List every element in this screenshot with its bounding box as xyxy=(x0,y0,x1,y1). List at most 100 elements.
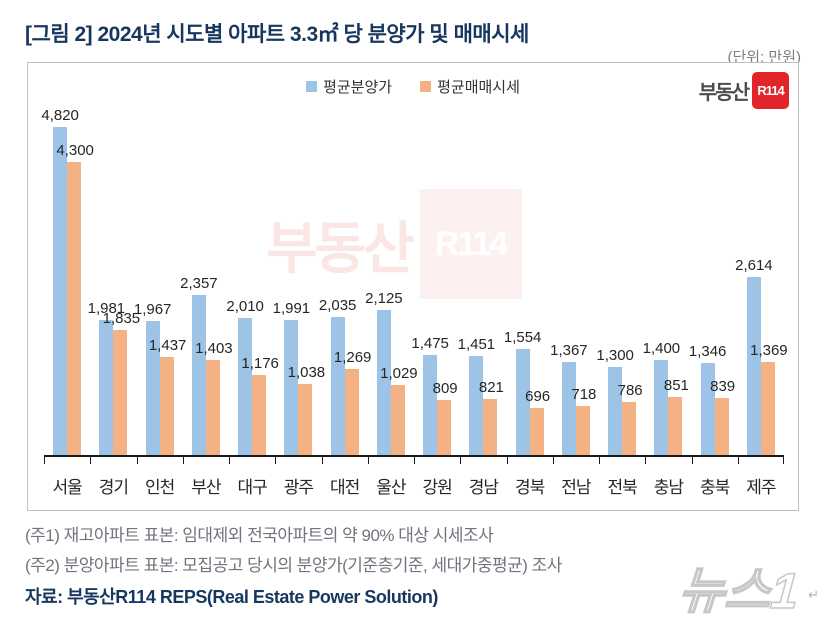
market-price-bar xyxy=(344,369,359,455)
market-price-bar xyxy=(575,406,590,455)
market-price-bar xyxy=(298,384,313,455)
axis-tick xyxy=(506,457,508,464)
category-label: 인천 xyxy=(144,478,175,497)
value-label: 809 xyxy=(432,380,458,397)
value-label: 1,403 xyxy=(195,340,233,357)
market-price-bar xyxy=(529,408,544,455)
axis-tick xyxy=(44,457,45,464)
value-label: 1,029 xyxy=(380,365,418,382)
legend-item-market: 평균매매시세 xyxy=(420,76,520,97)
category-label: 제주 xyxy=(746,478,776,497)
value-label: 718 xyxy=(571,386,597,403)
plot-area: 4,820 4,300 1,981 1,835 1,967 1,437 2,357 1,403… xyxy=(41,93,788,464)
bar-group: 1,300 786 xyxy=(596,93,645,455)
value-label: 1,967 xyxy=(133,301,172,318)
chart-legend: 평균분양가 평균매매시세 xyxy=(28,76,798,97)
bar-group: 2,010 1,176 xyxy=(226,93,279,455)
presale-price-bar xyxy=(330,317,345,455)
legend-item-presale: 평균분양가 xyxy=(306,76,392,97)
market-price-bar xyxy=(483,399,498,455)
market-price-bar xyxy=(760,362,775,455)
value-label: 4,820 xyxy=(41,107,79,124)
source-line: 자료: 부동산R114 REPS(Real Estate Power Solut… xyxy=(25,587,438,607)
axis-tick xyxy=(321,457,323,464)
presale-price-bar xyxy=(515,349,530,455)
value-label: 1,367 xyxy=(550,342,588,359)
axis-tick xyxy=(90,457,92,464)
category-label: 전남 xyxy=(561,478,591,497)
bar-group: 2,357 1,403 xyxy=(180,93,233,455)
value-label: 821 xyxy=(478,379,504,396)
figure-title: [그림 2] 2024년 시도별 아파트 3.3㎡ 당 분양가 및 매매시세 xyxy=(25,23,529,46)
note-1: (주1) 재고아파트 표본: 임대제외 전국아파트의 약 90% 대상 시세조사 xyxy=(25,526,494,545)
value-label: 1,176 xyxy=(241,355,279,372)
presale-price-bar xyxy=(700,363,715,455)
value-label: 1,300 xyxy=(596,347,634,364)
presale-price-bar xyxy=(145,321,160,455)
value-label: 1,346 xyxy=(688,343,727,360)
market-price-bar xyxy=(252,375,267,455)
value-label: 839 xyxy=(710,378,736,395)
value-label: 1,369 xyxy=(750,342,788,359)
market-price-bar xyxy=(205,360,220,455)
category-label: 강원 xyxy=(422,478,452,497)
legend-swatch xyxy=(420,81,432,92)
market-price-bar xyxy=(67,162,82,455)
bar-group: 1,991 1,038 xyxy=(273,93,325,455)
value-label: 1,038 xyxy=(287,364,326,381)
category-label: 부산 xyxy=(191,478,221,497)
category-label: 전북 xyxy=(607,478,637,497)
axis-tick xyxy=(182,457,184,464)
bar-series: 4,820 4,300 1,981 1,835 1,967 1,437 2,357 1,403… xyxy=(41,93,788,455)
axis-tick xyxy=(229,457,230,464)
category-label: 경북 xyxy=(514,478,545,497)
value-label: 1,981 xyxy=(87,300,126,317)
bar-group: 1,346 839 xyxy=(688,93,738,455)
r114-logo-badge: R114 xyxy=(752,72,789,109)
category-label: 경남 xyxy=(468,478,499,497)
value-label: 1,451 xyxy=(457,336,496,353)
value-label: 696 xyxy=(525,388,551,405)
market-price-bar xyxy=(390,385,405,455)
axis-tick xyxy=(414,457,415,464)
bar-group: 1,981 1,835 xyxy=(87,93,140,455)
presale-price-bar xyxy=(191,295,206,455)
bar-group: 1,451 821 xyxy=(457,93,506,455)
news1-watermark: 뉴스1 xyxy=(676,562,801,620)
value-label: 1,437 xyxy=(148,337,187,354)
bar-group: 1,400 851 xyxy=(642,93,691,455)
presale-price-bar xyxy=(284,320,299,455)
axis-tick xyxy=(367,457,369,464)
axis-tick xyxy=(136,457,138,464)
note-2: (주2) 분양아파트 표본: 모집공고 당시의 분양가(기준층기준, 세대가중평… xyxy=(25,556,562,575)
bar-group: 1,475 809 xyxy=(411,93,460,455)
x-axis-labels: 서울 경기 인천 부산 대구 광주 대전 울산 강원 경남 경북 전남 전북 충남 충북 제주 xyxy=(44,473,784,498)
value-label: 1,835 xyxy=(102,310,141,327)
legend-label: 평균매매시세 xyxy=(437,79,520,96)
market-price-bar xyxy=(113,330,128,455)
unit-label: (단위: 만원) xyxy=(727,49,801,66)
category-label: 서울 xyxy=(52,478,82,497)
value-label: 2,357 xyxy=(180,275,218,292)
footnotes: (주1) 재고아파트 표본: 임대제외 전국아파트의 약 90% 대상 시세조사… xyxy=(25,521,562,609)
axis-tick xyxy=(552,457,554,464)
chart-container: 평균분양가 평균매매시세 부동산 R114 부동산 R114 4,820 4,300… xyxy=(27,62,799,511)
category-label: 충북 xyxy=(699,478,730,497)
axis-tick xyxy=(275,457,277,464)
presale-price-bar xyxy=(376,310,391,455)
category-label: 대구 xyxy=(237,478,267,497)
value-label: 851 xyxy=(663,377,689,394)
market-price-bar xyxy=(714,398,729,455)
value-label: 1,400 xyxy=(642,340,681,357)
bar-group: 4,820 4,300 xyxy=(41,93,94,455)
presale-price-bar xyxy=(608,367,623,455)
presale-price-bar xyxy=(469,356,484,455)
value-label: 2,035 xyxy=(318,297,357,314)
bar-group: 2,614 1,369 xyxy=(735,93,788,455)
value-label: 786 xyxy=(617,382,643,399)
value-label: 2,010 xyxy=(226,298,264,315)
presale-price-bar xyxy=(561,362,576,455)
market-price-bar xyxy=(159,357,174,455)
value-label: 1,554 xyxy=(503,329,542,346)
